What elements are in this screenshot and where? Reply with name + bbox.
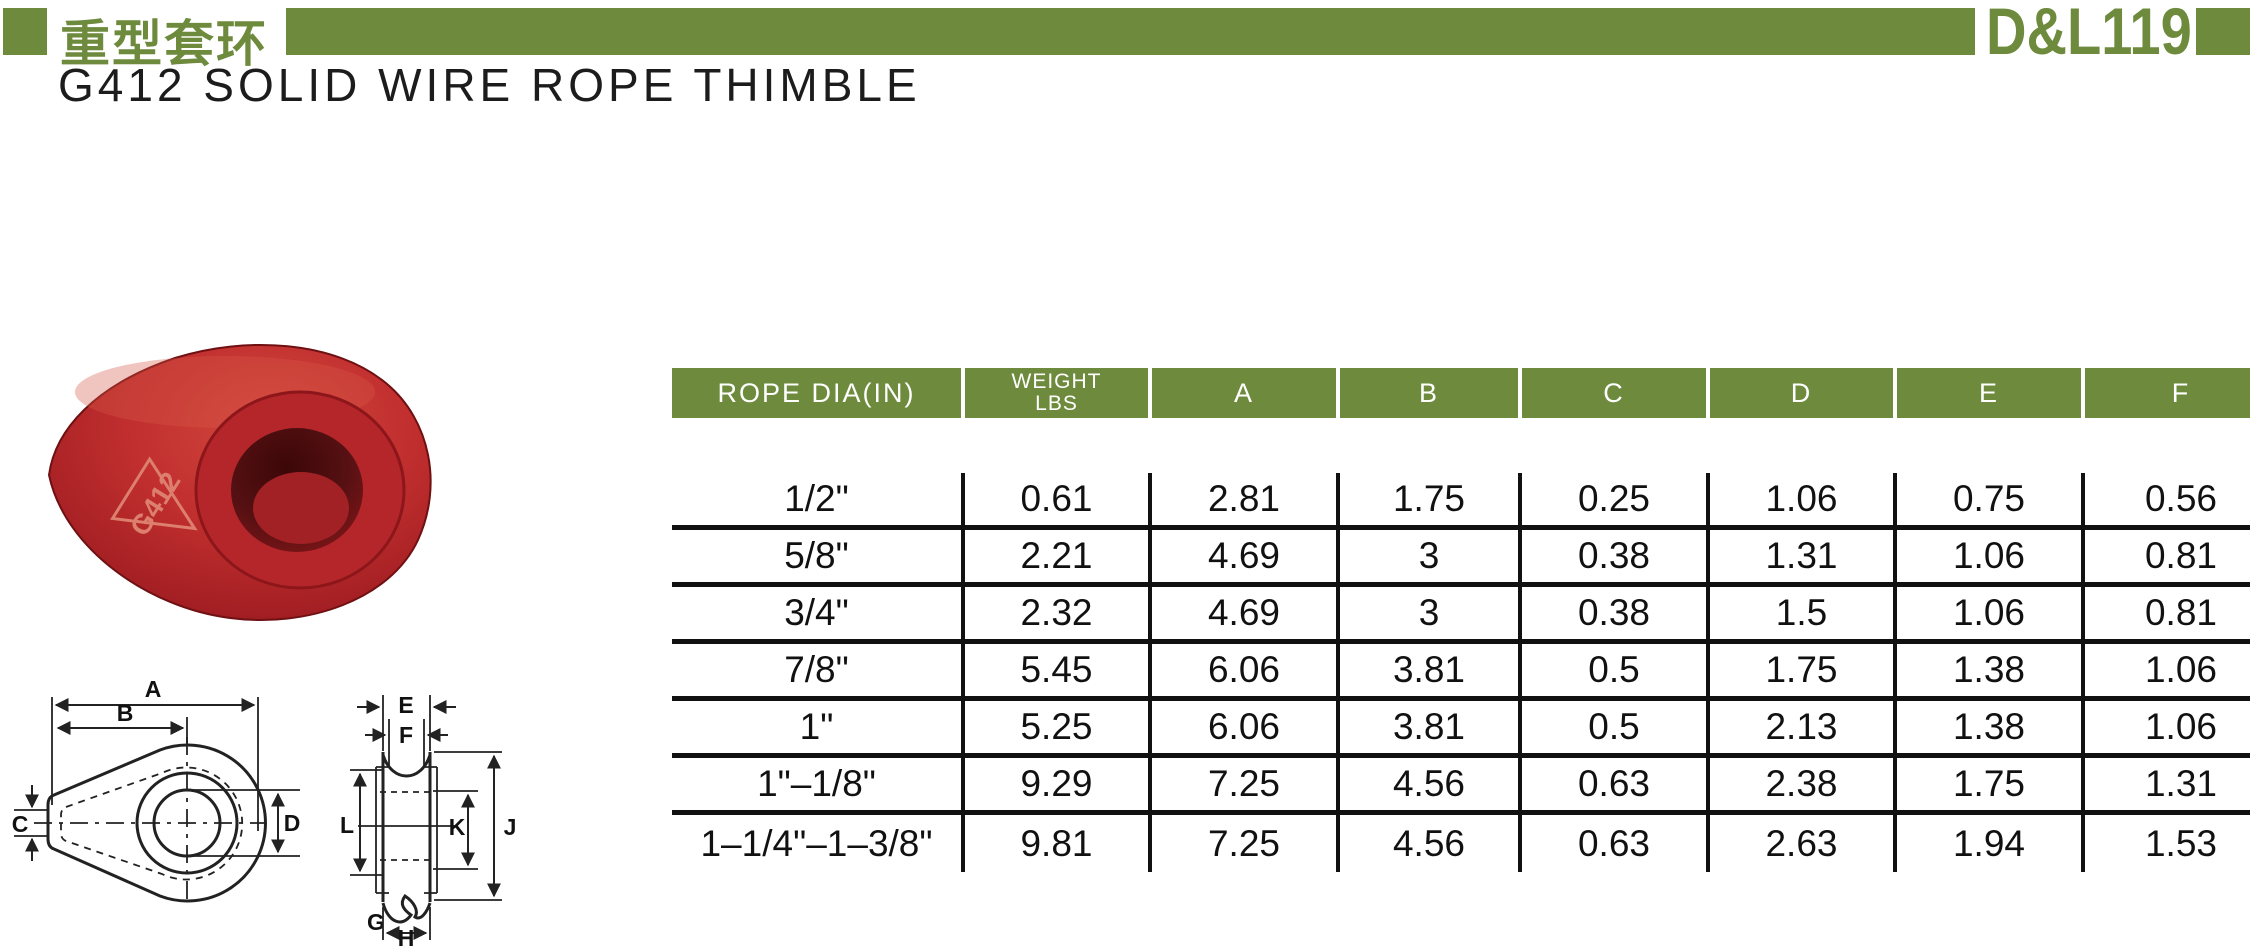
table-row: 1–1/4"–1–3/8" 9.81 7.25 4.56 0.63 2.63 1.94 1.5… [672,815,2250,872]
table-cell: 6.06 [1152,701,1340,753]
table-row: 1/2" 0.61 2.81 1.75 0.25 1.06 0.75 0.56 [672,473,2250,530]
table-cell: 1.38 [1897,701,2085,753]
table-cell: 1–1/4"–1–3/8" [672,815,965,872]
header-cell-b: B [1340,368,1522,418]
table-cell: 2.32 [965,587,1152,639]
table-cell: 1/2" [672,473,965,525]
table-cell: 1.75 [1710,644,1897,696]
header-cell-f: F [2171,377,2191,408]
table-row: 1"–1/8" 9.29 7.25 4.56 0.63 2.38 1.75 1.31 [672,758,2250,815]
table-cell: 1.75 [1340,473,1522,525]
dim-label-B: B [117,700,134,726]
header-cell-d: D [1710,368,1897,418]
table-cell: 3 [1340,530,1522,582]
table-cell: 1.06 [1897,530,2085,582]
table-cell: 0.56 [2144,478,2217,519]
table-cell: 5.45 [965,644,1152,696]
table-row: 3/4" 2.32 4.69 3 0.38 1.5 1.06 0.81 [672,587,2250,644]
dim-label-G: G [367,909,385,935]
table-cell: 0.81 [2144,592,2217,633]
table-cell: 9.81 [965,815,1152,872]
table-cell: 1.31 [2144,763,2217,804]
table-cell: 1" [672,701,965,753]
page-code: D&L119 [1986,0,2192,68]
table-cell: 0.81 [2144,535,2217,576]
spec-table: ROPE DIA(IN) WEIGHT LBS A B C D E F 1/2" 0.61 2.81… [672,368,2250,880]
table-cell: 0.63 [1522,815,1710,872]
header-accent-bar [286,8,1975,55]
header-cell-weight: WEIGHT LBS [965,368,1152,418]
table-cell: 1"–1/8" [672,758,965,810]
table-cell: 4.56 [1340,758,1522,810]
table-cell: 4.56 [1340,815,1522,872]
table-row: 1" 5.25 6.06 3.81 0.5 2.13 1.38 1.06 [672,701,2250,758]
dim-label-J: J [504,814,517,840]
table-cell: 4.69 [1152,530,1340,582]
table-spacer-row [672,418,2250,473]
table-cell: 0.38 [1522,530,1710,582]
dim-label-L: L [340,812,354,838]
table-cell: 0.61 [965,473,1152,525]
product-photo-thimble: G412 [47,343,432,621]
table-cell: 3.81 [1340,701,1522,753]
table-header-row: ROPE DIA(IN) WEIGHT LBS A B C D E F [672,368,2250,418]
table-cell: 2.38 [1710,758,1897,810]
table-cell: 1.06 [1897,587,2085,639]
thimble-hole-inner-lip [253,472,349,544]
header-accent-square-left [3,8,47,55]
table-cell: 1.75 [1897,758,2085,810]
table-cell: 4.69 [1152,587,1340,639]
table-cell: 6.06 [1152,644,1340,696]
table-row: 7/8" 5.45 6.06 3.81 0.5 1.75 1.38 1.06 [672,644,2250,701]
header-accent-square-right [2196,8,2250,55]
table-cell: 3.81 [1340,644,1522,696]
header-cell-a: A [1152,368,1340,418]
header-cell-c: C [1522,368,1710,418]
table-cell: 2.21 [965,530,1152,582]
table-cell: 9.29 [965,758,1152,810]
table-body: 1/2" 0.61 2.81 1.75 0.25 1.06 0.75 0.56 5/8" 2.21… [672,473,2250,872]
table-cell: 1.06 [2144,706,2217,747]
header-cell-e: E [1897,368,2085,418]
table-cell: 0.63 [1522,758,1710,810]
table-cell: 0.5 [1522,701,1710,753]
table-row: 5/8" 2.21 4.69 3 0.38 1.31 1.06 0.81 [672,530,2250,587]
table-cell: 2.13 [1710,701,1897,753]
table-cell: 0.38 [1522,587,1710,639]
table-cell: 1.5 [1710,587,1897,639]
table-cell: 7.25 [1152,815,1340,872]
table-cell: 1.06 [1710,473,1897,525]
table-cell: 5.25 [965,701,1152,753]
table-cell: 1.31 [1710,530,1897,582]
table-cell: 0.25 [1522,473,1710,525]
dimension-diagram: A B C D E F L [12,676,517,947]
table-cell: 7.25 [1152,758,1340,810]
dim-label-H: H [398,925,415,947]
table-cell: 2.63 [1710,815,1897,872]
table-cell: 3/4" [672,587,965,639]
page-title: G412 SOLID WIRE ROPE THIMBLE [58,59,921,111]
table-cell: 3 [1340,587,1522,639]
dim-label-A: A [145,676,162,702]
dim-label-F: F [399,722,413,748]
dim-label-C: C [12,811,29,837]
table-cell: 2.81 [1152,473,1340,525]
side-view: E F L K J G H [340,692,516,947]
chinese-title: 重型套环 [60,16,268,72]
table-cell: 0.5 [1522,644,1710,696]
table-cell: 0.75 [1897,473,2085,525]
front-view: A B C D [12,676,301,905]
table-cell: 7/8" [672,644,965,696]
table-cell: 1.38 [1897,644,2085,696]
table-cell: 1.53 [2144,822,2217,864]
table-cell: 1.06 [2144,649,2217,690]
table-cell: 5/8" [672,530,965,582]
dim-label-D: D [284,810,301,836]
header-cell-rope-dia: ROPE DIA(IN) [672,368,965,418]
table-cell: 1.94 [1897,815,2085,872]
dim-label-K: K [449,814,466,840]
dim-label-E: E [398,692,413,718]
